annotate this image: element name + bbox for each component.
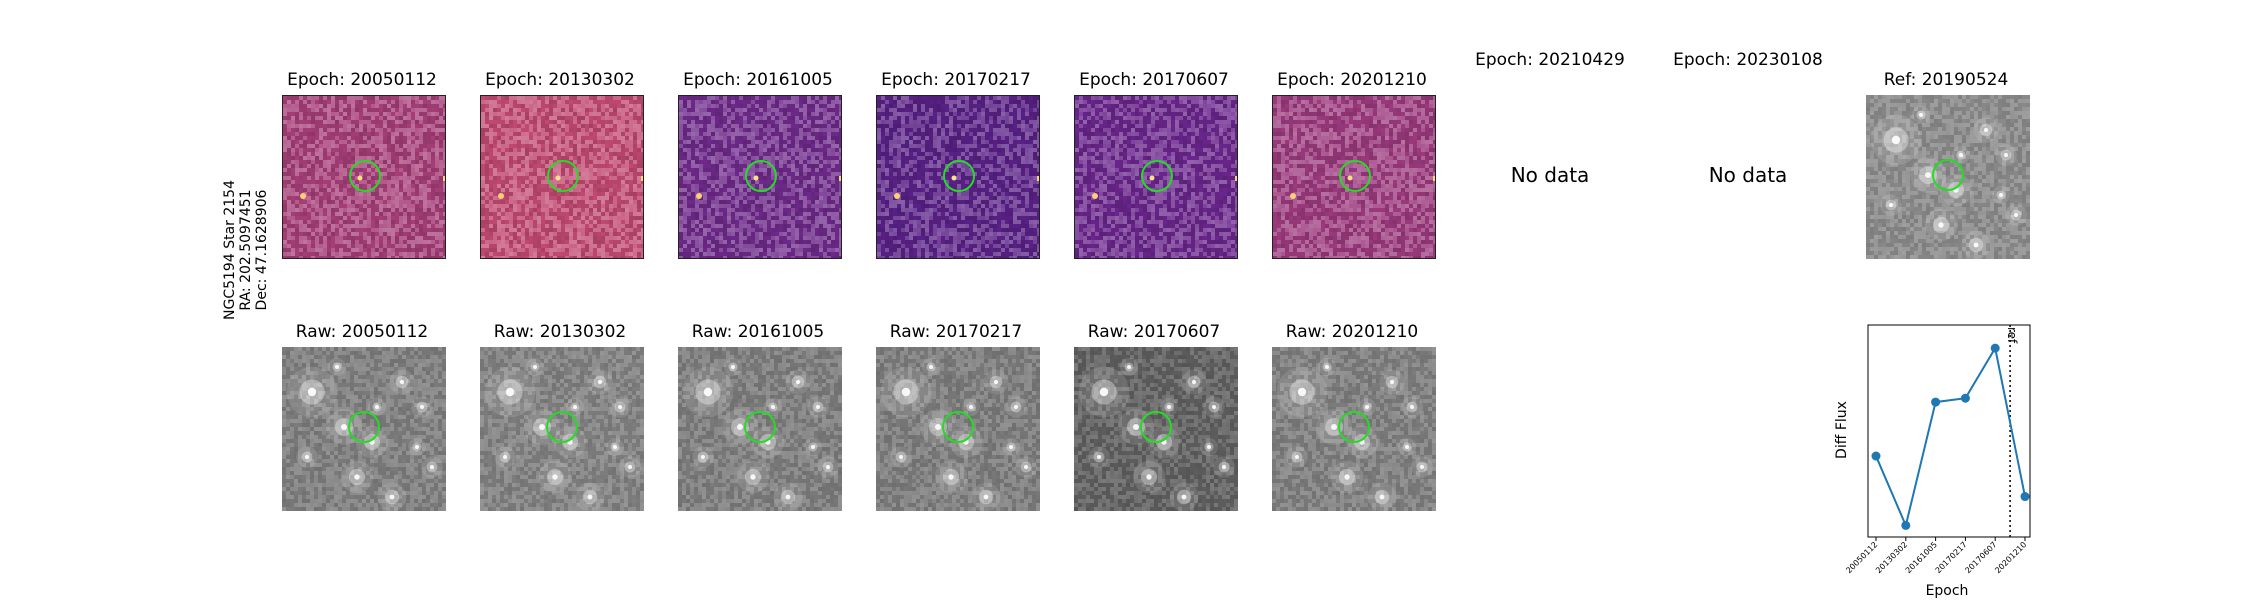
- flux-point: [1990, 343, 2000, 353]
- raw-title: Raw: 20130302: [430, 322, 690, 342]
- target-circle-marker: [745, 160, 777, 192]
- target-circle-marker: [547, 160, 579, 192]
- raw-title: Raw: 20201210: [1222, 322, 1482, 342]
- target-circle-marker: [1338, 411, 1370, 443]
- target-circle-marker: [943, 160, 975, 192]
- raw-image-panel: [282, 347, 446, 511]
- diff-title: Epoch: 20201210: [1222, 70, 1482, 90]
- diff-flux-chart: 2005011220130302201610052017021720170607…: [1834, 324, 2031, 599]
- target-circle-marker: [349, 160, 381, 192]
- diff-image-panel: [876, 95, 1040, 259]
- y-axis-label: Diff Flux: [1834, 401, 1850, 459]
- raw-image-panel: [678, 347, 842, 511]
- ref-image-panel: [1866, 95, 2030, 259]
- target-circle-marker: [942, 411, 974, 443]
- flux-point: [2020, 492, 2030, 502]
- raw-title: Raw: 20170217: [826, 322, 1086, 342]
- star-ra: RA: 202.5097451: [238, 160, 254, 340]
- diff-title: Epoch: 20170217: [826, 70, 1086, 90]
- diff-title: Epoch: 20230108: [1618, 50, 1878, 70]
- diff-title: Epoch: 20170607: [1024, 70, 1284, 90]
- target-circle-marker: [1140, 411, 1172, 443]
- target-circle-marker: [1932, 159, 1964, 191]
- diff-image-panel: [1272, 95, 1436, 259]
- target-circle-marker: [348, 411, 380, 443]
- flux-point: [1931, 397, 1941, 407]
- target-circle-marker: [546, 411, 578, 443]
- diff-image-panel: [282, 95, 446, 259]
- raw-image-panel: [876, 347, 1040, 511]
- diff-title: Epoch: 20050112: [232, 70, 492, 90]
- flux-series-line: [1875, 345, 2026, 529]
- target-circle-marker: [744, 411, 776, 443]
- raw-image-panel: [1074, 347, 1238, 511]
- raw-image-panel: [480, 347, 644, 511]
- raw-title: Raw: 20050112: [232, 322, 492, 342]
- x-tick-label: 20201210: [1993, 540, 2028, 575]
- diff-title: Epoch: 20210429: [1420, 50, 1680, 70]
- flux-point: [1960, 393, 1970, 403]
- diff-image-panel: [480, 95, 644, 259]
- ref-title: Ref: 20190524: [1816, 70, 2076, 90]
- ref-line-label: ref: [2005, 327, 2019, 344]
- diff-image-panel: [678, 95, 842, 259]
- no-data-label: No data: [1648, 163, 1848, 187]
- no-data-label: No data: [1450, 163, 1650, 187]
- diff-image-panel: [1074, 95, 1238, 259]
- raw-title: Raw: 20170607: [1024, 322, 1284, 342]
- flux-point: [1901, 520, 1911, 530]
- chart-axes-frame: [1867, 324, 2031, 538]
- star-name: NGC5194 Star 2154: [222, 160, 238, 340]
- x-axis-label: Epoch: [1926, 583, 1969, 599]
- diff-title: Epoch: 20161005: [628, 70, 888, 90]
- raw-image-panel: [1272, 347, 1436, 511]
- star-dec: Dec: 47.1628906: [254, 160, 270, 340]
- flux-point: [1871, 451, 1881, 461]
- raw-title: Raw: 20161005: [628, 322, 888, 342]
- target-circle-marker: [1141, 160, 1173, 192]
- diff-title: Epoch: 20130302: [430, 70, 690, 90]
- target-circle-marker: [1339, 160, 1371, 192]
